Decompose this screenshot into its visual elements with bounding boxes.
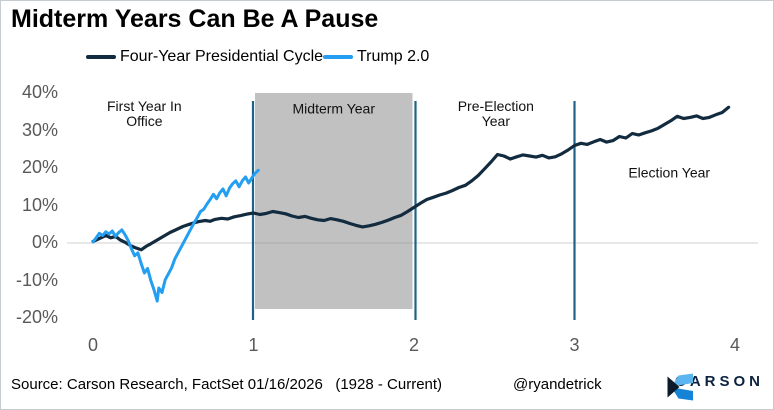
x-tick-3: 3 (569, 335, 580, 355)
y-tick-30%: 30% (21, 119, 58, 140)
carson-wordmark: CARSON (674, 373, 764, 390)
annotation-first-year-in-office: First Year In Office (107, 97, 182, 129)
y-tick--20%: -20% (15, 307, 58, 327)
annotation-midterm-year: Midterm Year (292, 100, 375, 117)
page-title: Midterm Years Can Be A Pause (11, 5, 379, 33)
legend-label: Four-Year Presidential Cycle (120, 48, 324, 65)
y-tick-10%: 10% (21, 194, 58, 215)
legend-swatch (323, 55, 353, 59)
carson-logo: CARSON (666, 373, 764, 401)
carson-logo-icon (667, 373, 693, 401)
midterm-shaded-region (255, 93, 413, 309)
y-tick-0%: 0% (31, 232, 58, 252)
series-lines (91, 105, 731, 303)
x-tick-0: 0 (87, 335, 98, 355)
y-tick-40%: 40% (21, 82, 58, 102)
chart-legend: Four-Year Presidential Cycle Trump 2.0 (1, 46, 773, 68)
x-tick-1: 1 (248, 335, 259, 355)
legend-item-trump-2-0: Trump 2.0 (323, 46, 429, 68)
legend-swatch (86, 55, 116, 59)
twitter-handle: @ryandetrick (513, 376, 602, 393)
annotation-election-year: Election Year (628, 164, 711, 181)
cycle-divider-lines (251, 101, 576, 320)
y-tick--10%: -10% (15, 269, 58, 290)
legend-item-four-year-presidential-cycle: Four-Year Presidential Cycle (86, 46, 323, 68)
series-line-four-year-presidential-cycle (91, 105, 731, 252)
annotation-pre-election-year: Pre-Election Year (457, 97, 534, 129)
series-line-trump-2-0 (91, 168, 260, 303)
x-tick-4: 4 (729, 335, 740, 355)
source-text: Source: Carson Research, FactSet 01/16/2… (11, 376, 443, 393)
y-tick-20%: 20% (21, 157, 58, 177)
legend-label: Trump 2.0 (357, 48, 430, 65)
x-tick-2: 2 (408, 335, 419, 355)
